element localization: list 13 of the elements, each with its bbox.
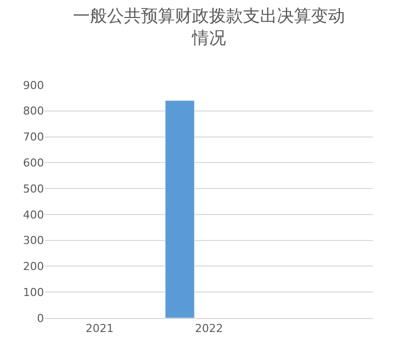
y-tick-label: 600 [23, 156, 44, 170]
x-tick-label: 2021 [86, 322, 114, 336]
y-tick-label: 500 [23, 182, 44, 196]
x-tick-label: 2022 [195, 322, 223, 336]
y-tick-label: 400 [23, 208, 44, 222]
y-tick-label: 100 [23, 286, 44, 299]
y-tick-label: 800 [23, 104, 44, 118]
y-tick-label: 200 [23, 260, 44, 274]
y-tick-label: 0 [37, 312, 44, 325]
y-tick-label: 700 [23, 130, 44, 144]
y-tick-label: 900 [23, 78, 44, 92]
chart-title: 一般公共预算财政拨款支出决算变动情况 [73, 6, 345, 49]
y-tick-label: 300 [23, 234, 44, 248]
